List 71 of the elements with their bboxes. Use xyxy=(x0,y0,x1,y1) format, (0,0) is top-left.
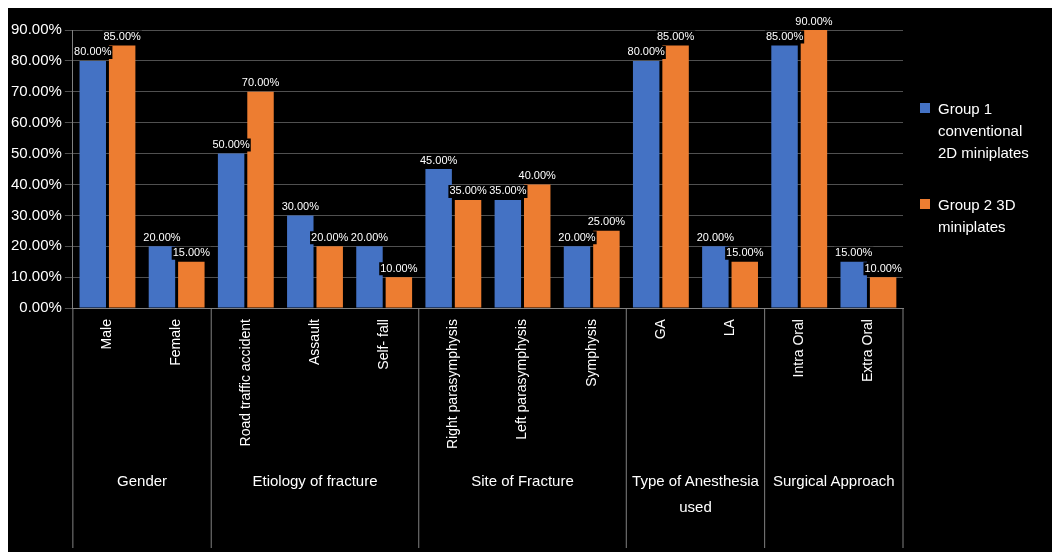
bar xyxy=(563,246,591,308)
data-label: 85.00% xyxy=(103,29,142,42)
x-tick-label: Self- fall xyxy=(375,319,392,370)
x-tick-label: GA xyxy=(651,318,668,340)
x-tick-label: LA xyxy=(720,318,737,337)
y-tick-label: 50.00% xyxy=(11,143,62,161)
data-label: 80.00% xyxy=(74,45,112,58)
data-label: 70.00% xyxy=(241,76,280,89)
x-tick-label: Right parasymphysis xyxy=(444,319,461,449)
data-label: 40.00% xyxy=(518,169,557,182)
x-tick-label: Symphysis xyxy=(582,319,599,387)
y-tick-label: 0.00% xyxy=(19,298,62,316)
data-label: 20.00% xyxy=(558,230,596,243)
x-tick-label: Extra Oral xyxy=(859,319,876,383)
bar xyxy=(593,230,620,308)
bar xyxy=(494,199,522,308)
data-label: 20.00% xyxy=(350,230,389,243)
data-label: 85.00% xyxy=(765,29,804,42)
bar xyxy=(385,277,413,308)
data-label: 30.00% xyxy=(281,199,320,212)
data-label: 45.00% xyxy=(419,153,458,166)
bar xyxy=(731,261,758,308)
x-tick-label: Road traffic accident xyxy=(236,318,253,447)
y-tick-label: 20.00% xyxy=(11,236,62,254)
bar xyxy=(524,184,551,308)
data-label: 90.00% xyxy=(795,14,833,27)
bar xyxy=(632,60,660,308)
legend-label: Group 2 3D miniplates xyxy=(938,195,1017,237)
y-tick-label: 70.00% xyxy=(11,81,62,99)
data-label: 80.00% xyxy=(627,45,666,58)
x-tick-label: Male xyxy=(98,318,115,350)
data-label: 50.00% xyxy=(212,138,250,151)
y-tick-label: 30.00% xyxy=(11,205,62,223)
bar xyxy=(840,261,867,308)
data-label: 25.00% xyxy=(587,215,626,228)
data-label: 10.00% xyxy=(380,261,418,274)
bar xyxy=(425,169,452,308)
data-label: 20.00% xyxy=(696,230,735,243)
y-tick-label: 90.00% xyxy=(11,20,62,38)
data-label: 20.00% xyxy=(311,230,349,243)
bar xyxy=(869,277,897,308)
x-tick-label: Assault xyxy=(305,318,322,365)
y-tick-label: 10.00% xyxy=(11,267,62,285)
bar xyxy=(217,153,245,308)
text: Type of Anesthesia used xyxy=(632,471,760,515)
text: Site of Fracture xyxy=(471,471,574,489)
legend-label: Group 1 conventional 2D miniplates xyxy=(938,99,1030,163)
bar xyxy=(454,199,482,308)
text: Surgical Approach xyxy=(772,471,895,489)
data-label: 15.00% xyxy=(726,246,764,259)
data-label: 15.00% xyxy=(835,246,873,259)
x-tick-label: Left parasymphysis xyxy=(513,319,530,440)
x-tick-label: Female xyxy=(167,318,184,366)
text: Etiology of fracture xyxy=(252,471,378,489)
bar xyxy=(178,261,205,308)
x-tick-label: Intra Oral xyxy=(790,319,807,378)
text: Gender xyxy=(117,471,168,489)
bar xyxy=(316,246,343,308)
y-tick-label: 80.00% xyxy=(11,51,62,69)
data-label: 10.00% xyxy=(864,261,902,274)
bar xyxy=(771,45,798,308)
data-label: 35.00% xyxy=(489,184,527,197)
bar xyxy=(702,246,729,308)
bar xyxy=(356,246,383,308)
data-label: 85.00% xyxy=(656,29,695,42)
bar xyxy=(79,60,106,308)
y-tick-label: 40.00% xyxy=(11,174,62,192)
data-label: 35.00% xyxy=(449,184,487,197)
y-tick-label: 60.00% xyxy=(11,112,62,130)
data-label: 20.00% xyxy=(143,230,181,243)
data-label: 15.00% xyxy=(172,246,211,259)
